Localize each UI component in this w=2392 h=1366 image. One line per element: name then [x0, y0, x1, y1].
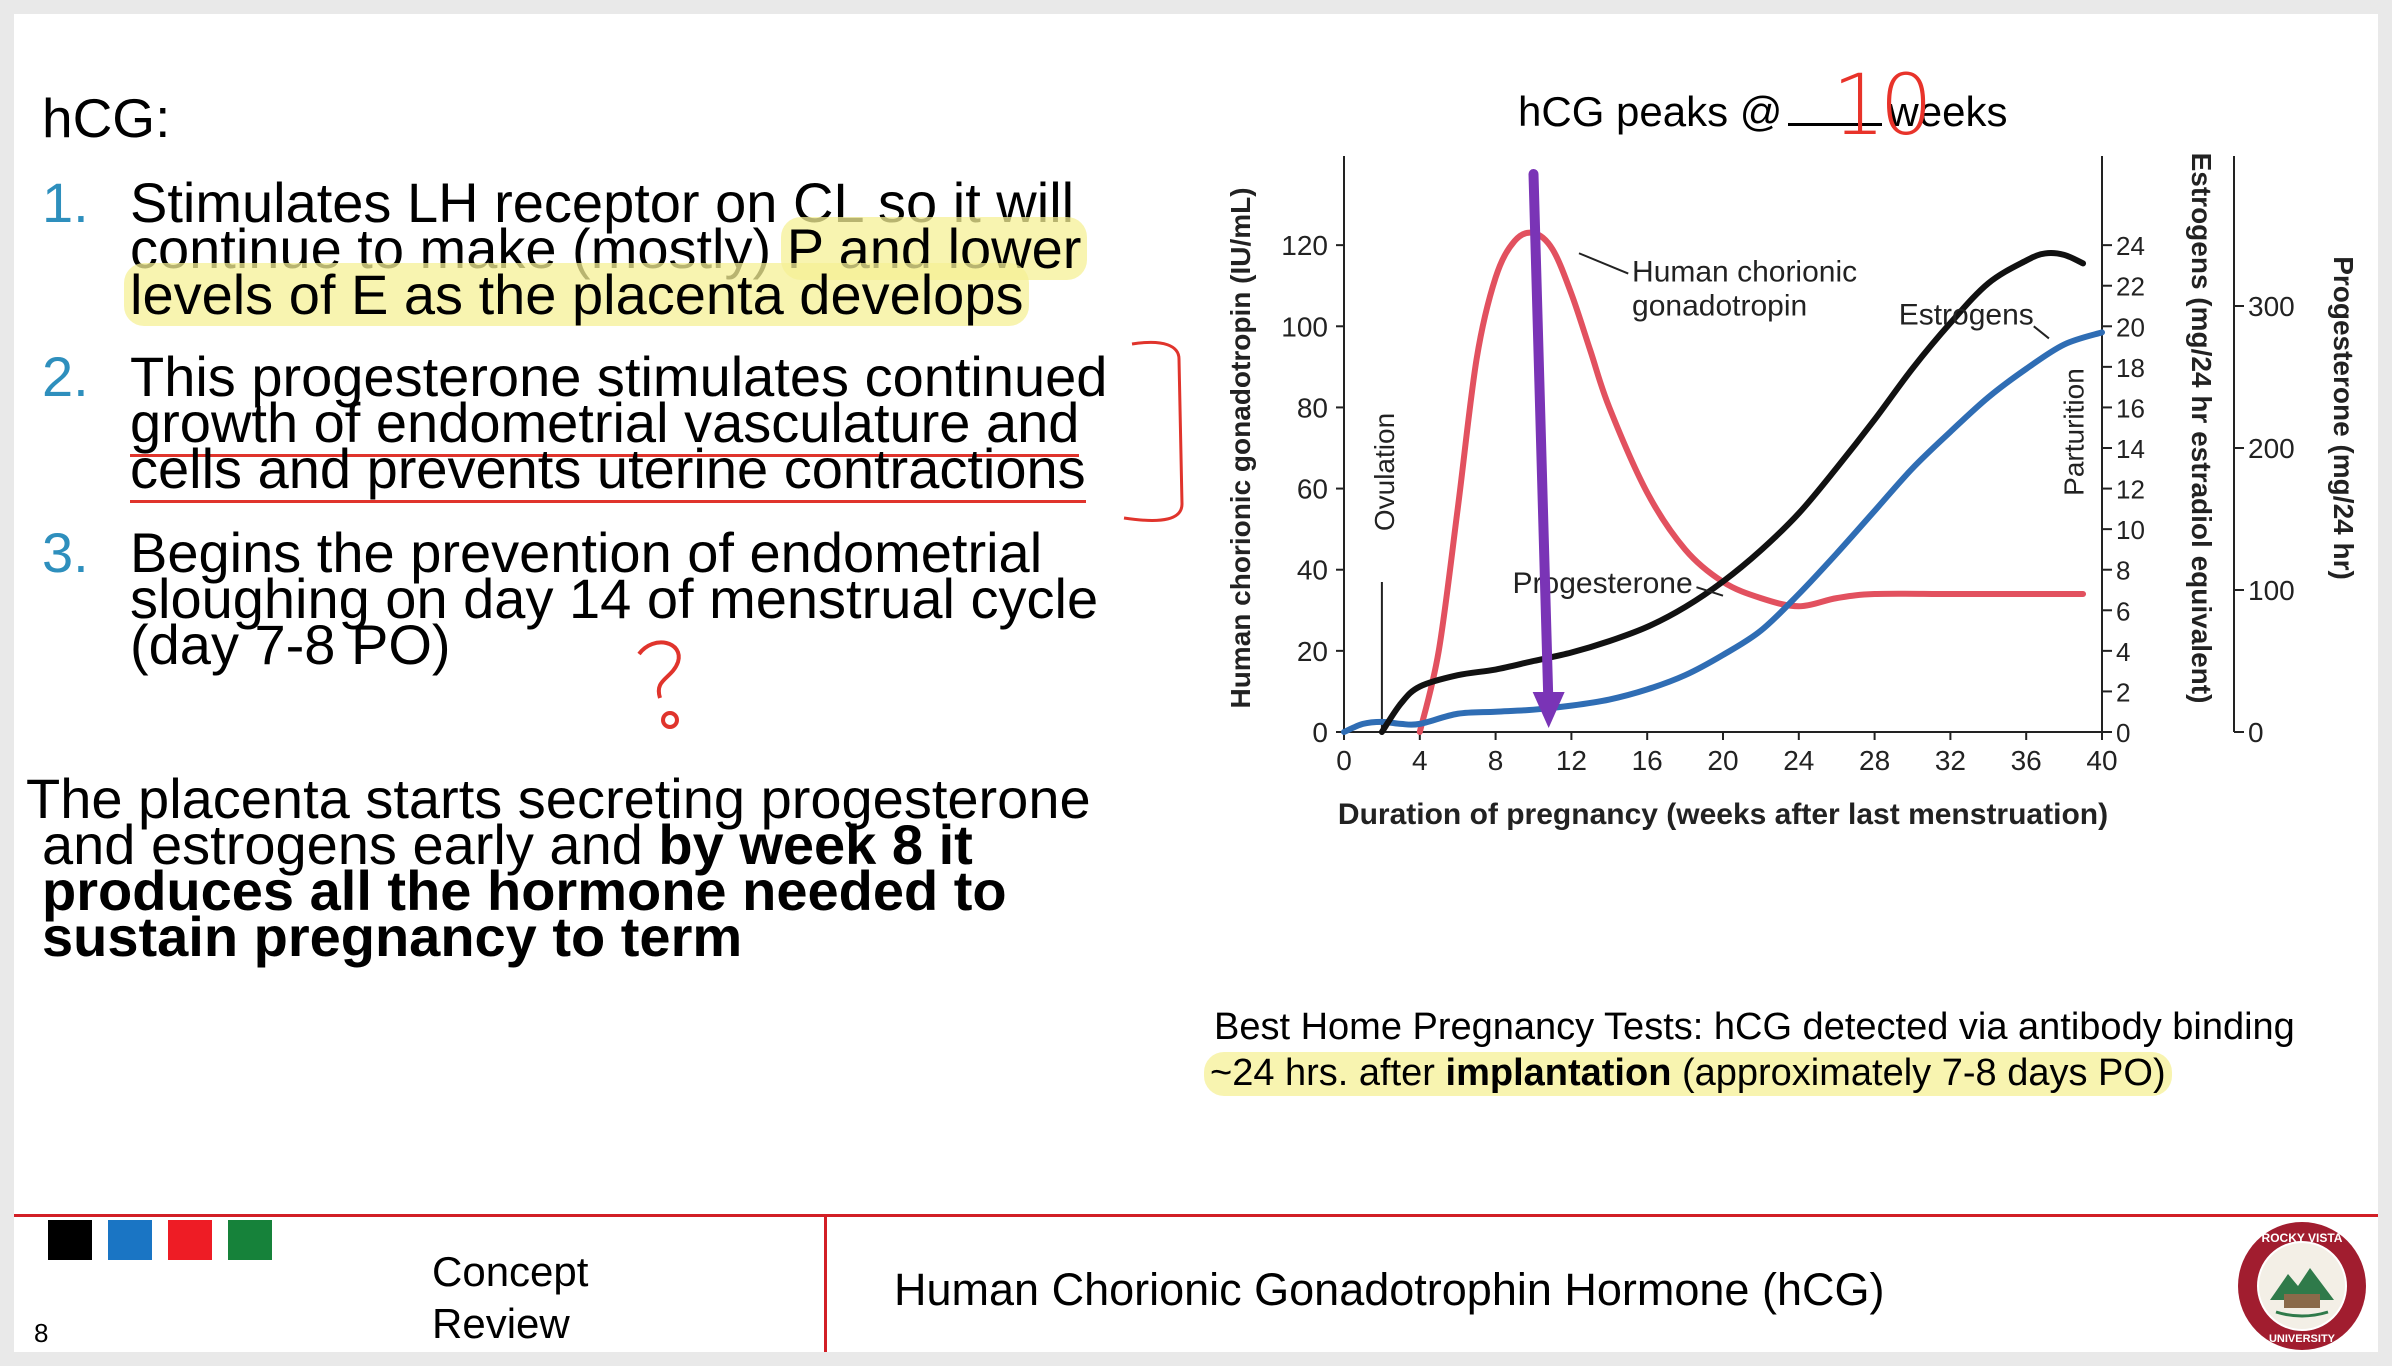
y-right2-tick-label: 100	[2248, 575, 2295, 606]
chart-curves	[1341, 229, 2105, 735]
question-mark-stroke	[637, 640, 681, 699]
estrogens-line	[1341, 329, 2105, 735]
handwritten-answer: 10	[1832, 56, 1933, 154]
hcg-leader	[1578, 252, 1629, 275]
x-tick-label: 32	[1935, 745, 1966, 776]
y-right1-tick-label: 0	[2116, 718, 2130, 748]
x-tick-label: 24	[1783, 745, 1814, 776]
y-right1-tick-label: 10	[2116, 515, 2145, 545]
ink-annotations	[637, 340, 1184, 729]
y-left-tick-label: 100	[1281, 311, 1328, 342]
x-tick-label: 20	[1707, 745, 1738, 776]
x-tick-label: 40	[2086, 745, 2117, 776]
y-right1-tick-label: 20	[2116, 312, 2145, 342]
y-right2-tick-label: 300	[2248, 291, 2295, 322]
hormone-chart: 0 4 8 12 16 20 24 28 32 36 40020406080100120024681…	[1225, 153, 2359, 831]
color-square-red	[168, 1220, 212, 1260]
question-mark-dot	[661, 711, 679, 729]
university-seal-logo: ROCKY VISTA UNIVERSITY	[2238, 1222, 2366, 1350]
page-number: 8	[34, 1318, 49, 1348]
x-tick-label: 28	[1859, 745, 1890, 776]
svg-text:UNIVERSITY: UNIVERSITY	[2269, 1333, 2336, 1345]
chart-labels: 0 4 8 12 16 20 24 28 32 36 40020406080100120024681…	[1225, 153, 2359, 831]
home-test-note: Best Home Pregnancy Tests: hCG detected …	[1204, 1004, 2364, 1096]
y-right1-tick-label: 22	[2116, 272, 2145, 302]
footer-divider	[824, 1214, 827, 1352]
y-right1-tick-label: 4	[2116, 637, 2130, 667]
highlight: levels of E as the placenta develops	[124, 263, 1030, 326]
hcg-series-label: Human chorionic gonadotropin	[1632, 256, 1857, 323]
item-line: levels of E as the placenta develops	[124, 263, 1210, 326]
y-left-tick-label: 40	[1297, 555, 1328, 586]
progesterone-series-label: Progesterone	[1513, 567, 1693, 600]
slide-heading: hCG:	[42, 87, 171, 149]
item-line: This progesterone stimulates continued	[130, 345, 1108, 408]
y-right2-tick-label: 0	[2248, 717, 2264, 748]
y-right1-tick-label: 16	[2116, 393, 2145, 423]
item-line: (day 7-8 PO)	[130, 613, 451, 676]
chart-axes	[1336, 156, 2244, 740]
x-axis-label: Duration of pregnancy (weeks after last …	[1338, 798, 2108, 831]
parturition-label: Parturition	[2059, 368, 2090, 496]
color-square-green	[228, 1220, 272, 1260]
peaks-annotation: hCG peaks @ weeks 10	[1518, 56, 2008, 154]
estrogens-leader	[2033, 325, 2050, 340]
x-tick-label: 8	[1488, 745, 1504, 776]
x-tick-label: 0	[1336, 745, 1352, 776]
fill-blank	[1788, 93, 1883, 126]
item-line: sloughing on day 14 of menstrual cycle	[130, 567, 1099, 630]
estrogens-series-label: Estrogens	[1899, 298, 2034, 331]
item-line: cells and prevents uterine contractions	[130, 437, 1210, 503]
human-chorionic-gonadotropin-line	[1416, 229, 2087, 735]
hcg-label-line-1: Human chorionic	[1632, 256, 1857, 289]
footer-title: Human Chorionic Gonadotrophin Hormone (h…	[894, 1264, 1885, 1315]
underline: growth of endometrial vasculature and	[130, 391, 1080, 457]
y-left-tick-label: 20	[1297, 636, 1328, 667]
y-right2-tick-label: 200	[2248, 433, 2295, 464]
y-right1-tick-label: 6	[2116, 596, 2130, 626]
color-square-black	[48, 1220, 92, 1260]
y-right1-tick-label: 24	[2116, 231, 2145, 261]
list-number: 1.	[42, 171, 89, 234]
y-right1-tick-label: 2	[2116, 677, 2130, 707]
progesterone-leader	[1696, 586, 1724, 597]
y-right1-tick-label: 8	[2116, 556, 2130, 586]
y-right1-tick-label: 18	[2116, 353, 2145, 383]
y-right1-tick-label: 14	[2116, 434, 2145, 464]
y-left-tick-label: 60	[1297, 474, 1328, 505]
y-right1-tick-label: 12	[2116, 475, 2145, 505]
progesterone-line	[1378, 250, 2087, 735]
x-tick-label: 4	[1412, 745, 1428, 776]
svg-text:ROCKY VISTA: ROCKY VISTA	[2262, 1231, 2343, 1245]
list-number: 3.	[42, 521, 89, 584]
y-left-tick-label: 0	[1312, 717, 1328, 748]
ovulation-label: Ovulation	[1369, 413, 1400, 531]
highlight: ~24 hrs. after implantation (approximate…	[1204, 1052, 2172, 1096]
peak-arrow	[1528, 169, 1554, 717]
section-label: Concept Review	[432, 1248, 589, 1347]
color-square-blue	[108, 1220, 152, 1260]
x-tick-label: 36	[2011, 745, 2042, 776]
x-tick-label: 16	[1632, 745, 1663, 776]
y-right1-axis-label: Estrogens (mg/24 hr estradiol equivalent…	[2186, 153, 2217, 704]
placenta-paragraph: The placenta starts secreting progestero…	[26, 767, 1091, 968]
y-left-axis-label: Human chorionic gonadotropin (IU/mL)	[1225, 187, 1256, 708]
item-line: Begins the prevention of endometrial	[130, 521, 1043, 584]
y-left-tick-label: 120	[1281, 230, 1328, 261]
x-tick-label: 12	[1556, 745, 1587, 776]
bracket-mark	[1123, 340, 1184, 522]
slide: hCG: 1. Stimulates LH receptor on CL so …	[14, 14, 2378, 1352]
y-right2-axis-label: Progesterone (mg/24 hr)	[2328, 256, 2359, 580]
underline: cells and prevents uterine contractions	[130, 437, 1086, 503]
item-line: growth of endometrial vasculature and	[130, 391, 1210, 457]
footer-rule	[14, 1214, 2378, 1217]
peak-arrow-head	[1532, 692, 1565, 728]
y-left-tick-label: 80	[1297, 392, 1328, 423]
hcg-label-line-2: gonadotropin	[1632, 290, 1807, 323]
list-number: 2.	[42, 345, 89, 408]
